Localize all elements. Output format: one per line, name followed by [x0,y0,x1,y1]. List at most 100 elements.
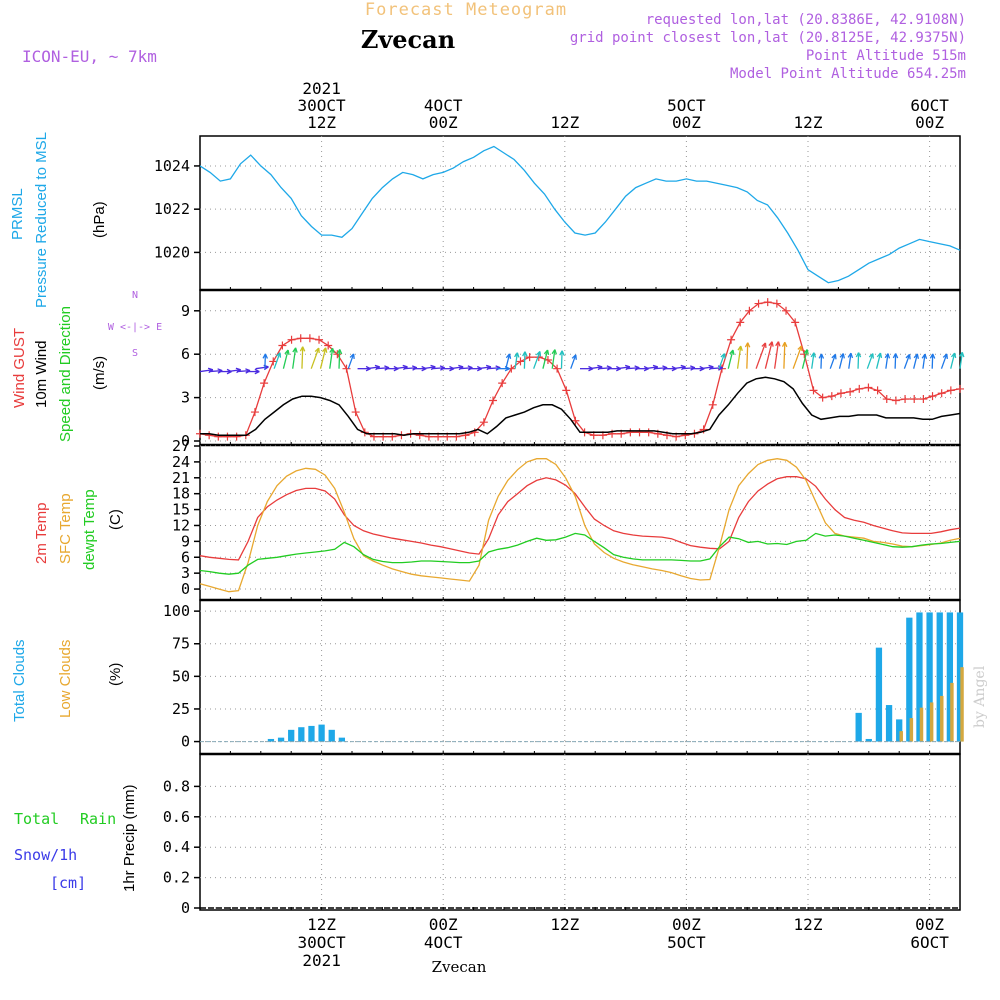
panel-frame-2 [199,444,961,601]
temp-line-2 [199,532,961,575]
wind-arrow [376,367,390,370]
footer-location: Zvecan [432,958,487,976]
wind-arrow [764,341,773,369]
wind-arrow-head [781,341,788,348]
wind-arrow-head [905,353,911,360]
y-tick-label: 15 [172,501,190,519]
y-tick-label: 0 [181,899,190,917]
top-tick-label: 12Z [550,113,579,132]
gust-marker [681,431,690,440]
wind-arrow [736,345,742,369]
wind-arrow-head [284,349,290,356]
wind-arrow-head [329,347,335,354]
total-cloud-bar [916,612,923,742]
gust-marker [232,432,241,441]
y-tick-label: 50 [172,667,190,685]
wind-arrow-head [942,353,948,360]
wind-arrow [514,352,519,369]
top-tick-label: 5OCT [667,96,706,115]
wind-arrow-head [559,350,565,356]
wind-arrow [829,354,837,369]
y-tick-label: 0.6 [163,808,190,826]
wind-arrow [255,366,269,370]
wind-arrow [792,345,803,369]
wind-arrow-head [254,368,260,375]
compass-north: N [132,290,138,301]
gust-marker [205,431,214,440]
gust-marker [791,318,800,327]
low-cloud-bar [899,731,903,742]
total-cloud-bar [926,612,933,742]
pressure-label-2: Pressure Reduced to MSL [33,132,50,308]
gust-marker [287,335,296,344]
total-cloud-bar [308,725,315,742]
bottom-tick-label: 00Z [915,915,944,934]
wind-arrow-head [775,341,781,347]
wind-arrow-head [514,352,520,358]
y-tick-label: 0 [181,432,190,450]
gust-marker [278,341,287,350]
temp-label-2: SFC Temp [57,493,74,564]
gust-marker [553,364,562,373]
top-tick-label: 00Z [915,113,944,132]
wind-arrow-head [797,345,803,351]
total-cloud-bar [906,617,913,742]
precip-label-total: Total [14,810,59,828]
low-cloud-bar [919,707,924,742]
total-cloud-bar [936,612,943,742]
y-tick-label: 24 [172,453,190,471]
wind-arrow-head [768,341,774,347]
gust-marker [489,396,498,405]
temp-label-1: 2m Temp [33,503,50,564]
total-cloud-bar [328,729,335,742]
wind-arrow [783,342,786,369]
plot-layer [196,145,965,909]
wind-arrow-head [958,351,965,358]
wind-arrow-head [522,351,528,357]
total-cloud-bar [885,705,893,742]
cloud-labels: Total Clouds Low Clouds (%) [11,639,124,722]
wind-line [200,376,961,436]
y-tick-label: 12 [172,516,190,534]
y-tick-label: 1022 [154,200,190,218]
bottom-tick-label: 00Z [672,915,701,934]
total-cloud-bar [865,738,872,742]
gust-marker [296,334,305,343]
wind-arrow-head [884,353,891,359]
wind-arrow [319,347,327,369]
gust-marker [498,379,507,388]
total-cloud-bar [298,727,305,742]
compass-south: S [132,348,138,359]
gust-marker [342,364,351,373]
gust-marker [891,396,900,405]
temp-line-0 [199,476,961,561]
temp-labels: 2m Temp SFC Temp dewpt Temp (C) [33,489,124,570]
y-tick-label: 18 [172,485,190,503]
wind-arrow-head [737,345,743,352]
precip-label-cm: [cm] [50,874,86,892]
y-tick-label: 6 [181,548,190,566]
wind-arrow [209,370,223,373]
wind-arrow [227,369,241,373]
wind-arrow [838,353,844,369]
gust-marker [351,408,360,417]
gust-marker [727,335,736,344]
chart-title: Forecast Meteogram [365,0,567,20]
wind-arrow [431,367,445,370]
wind-arrow [903,354,911,369]
wind-arrow [894,353,897,369]
gust-marker [809,386,818,395]
top-tick-label: 12Z [307,113,336,132]
gridpoint-coords: grid point closest lon,lat (20.8125E, 42… [570,30,966,46]
temp-line-1 [199,458,961,593]
total-cloud-bar [288,729,295,742]
gust-marker [223,432,232,441]
wind-arrow [885,353,889,369]
wind-arrow [700,366,714,370]
wind-arrow [857,352,860,369]
wind-arrow [672,366,686,370]
wind-arrow-head [855,352,862,358]
compass-we: W <-|-> E [108,322,162,333]
wind-label-2: 10m Wind [33,340,50,408]
